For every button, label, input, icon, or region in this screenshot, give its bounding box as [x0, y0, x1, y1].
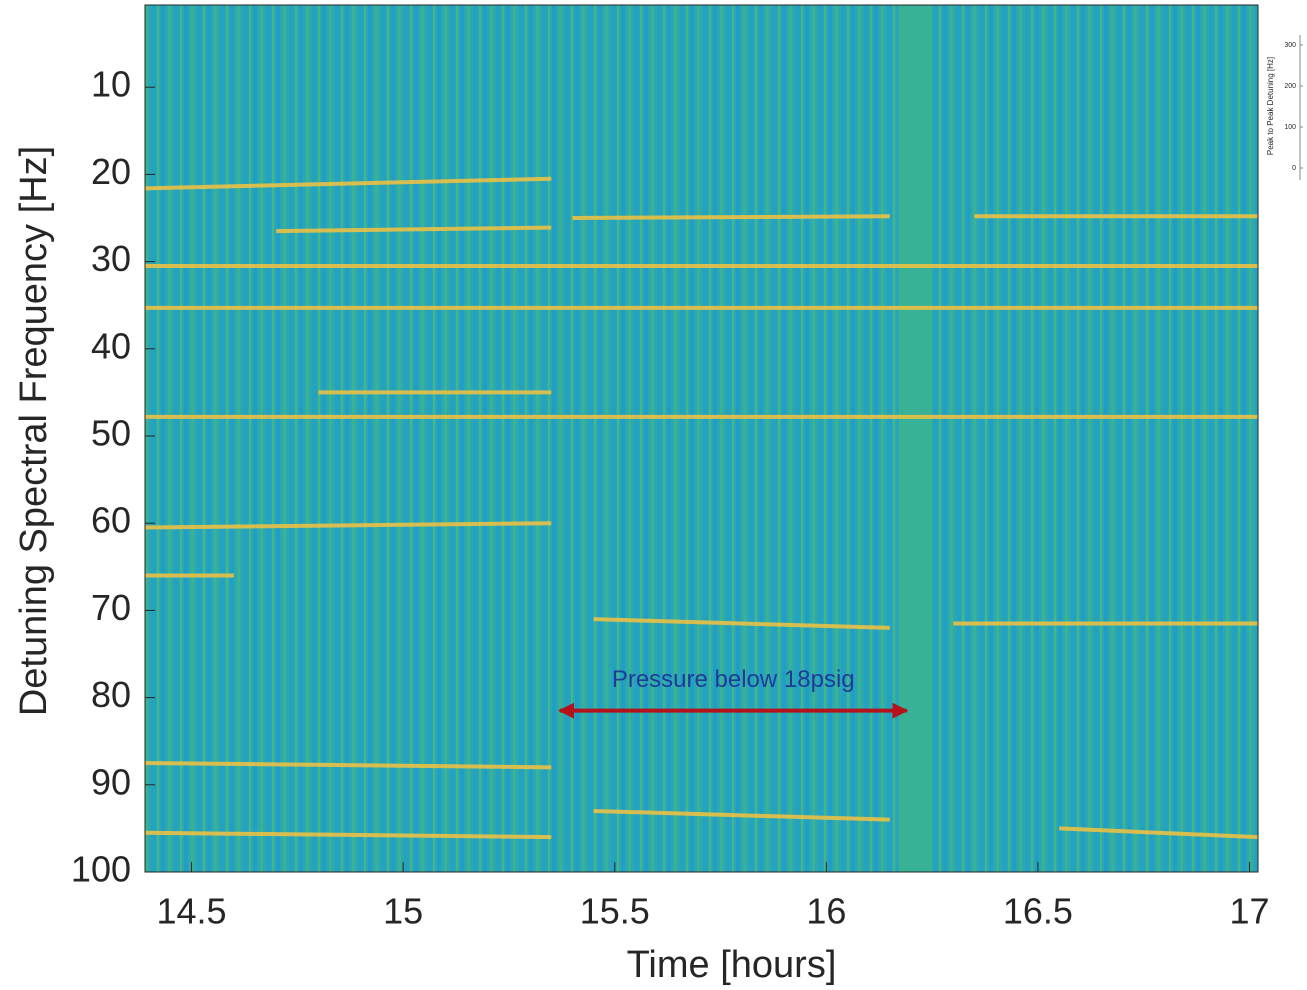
x-tick-label: 14.5 [157, 891, 227, 932]
y-axis-label: Detuning Spectral Frequency [Hz] [13, 146, 55, 716]
vertical-band [898, 5, 933, 872]
x-tick-label: 16.5 [1003, 891, 1073, 932]
inset-y-tick-label: 300 [1284, 42, 1296, 49]
y-tick-label: 70 [91, 587, 131, 628]
spectral-line [593, 808, 890, 822]
x-axis-label: Time [hours] [627, 944, 837, 986]
x-tick-label: 16 [806, 891, 846, 932]
y-tick-label: 100 [71, 849, 131, 890]
y-tick-label: 90 [91, 761, 131, 802]
spectral-line [144, 830, 552, 840]
spectral-line [1059, 826, 1259, 840]
x-tick-label: 15.5 [580, 891, 650, 932]
y-tick-label: 60 [91, 500, 131, 541]
inset-y-tick-label: 200 [1284, 83, 1296, 90]
spectral-line [593, 617, 890, 630]
spectral-line [144, 176, 552, 191]
inset-y-tick-label: 0 [1292, 165, 1296, 172]
spectral-line [572, 214, 890, 220]
heatmap-background [145, 5, 1258, 872]
annotation-text: Pressure below 18psig [612, 666, 855, 693]
inset-y-tick-label: 100 [1284, 124, 1296, 131]
x-tick-label: 17 [1230, 891, 1270, 932]
y-tick-label: 50 [91, 413, 131, 454]
inset-y-axis-label: Peak to Peak Detuning [Hz] [1266, 57, 1275, 155]
x-tick-label: 15 [383, 891, 423, 932]
y-tick-label: 80 [91, 674, 131, 715]
y-tick-label: 30 [91, 238, 131, 279]
spectral-line [276, 225, 552, 234]
y-tick-label: 10 [91, 64, 131, 105]
plot-frame [144, 4, 1259, 873]
y-tick-label: 40 [91, 325, 131, 366]
spectral-line [144, 521, 552, 530]
spectral-line [144, 761, 552, 770]
y-tick-label: 20 [91, 151, 131, 192]
